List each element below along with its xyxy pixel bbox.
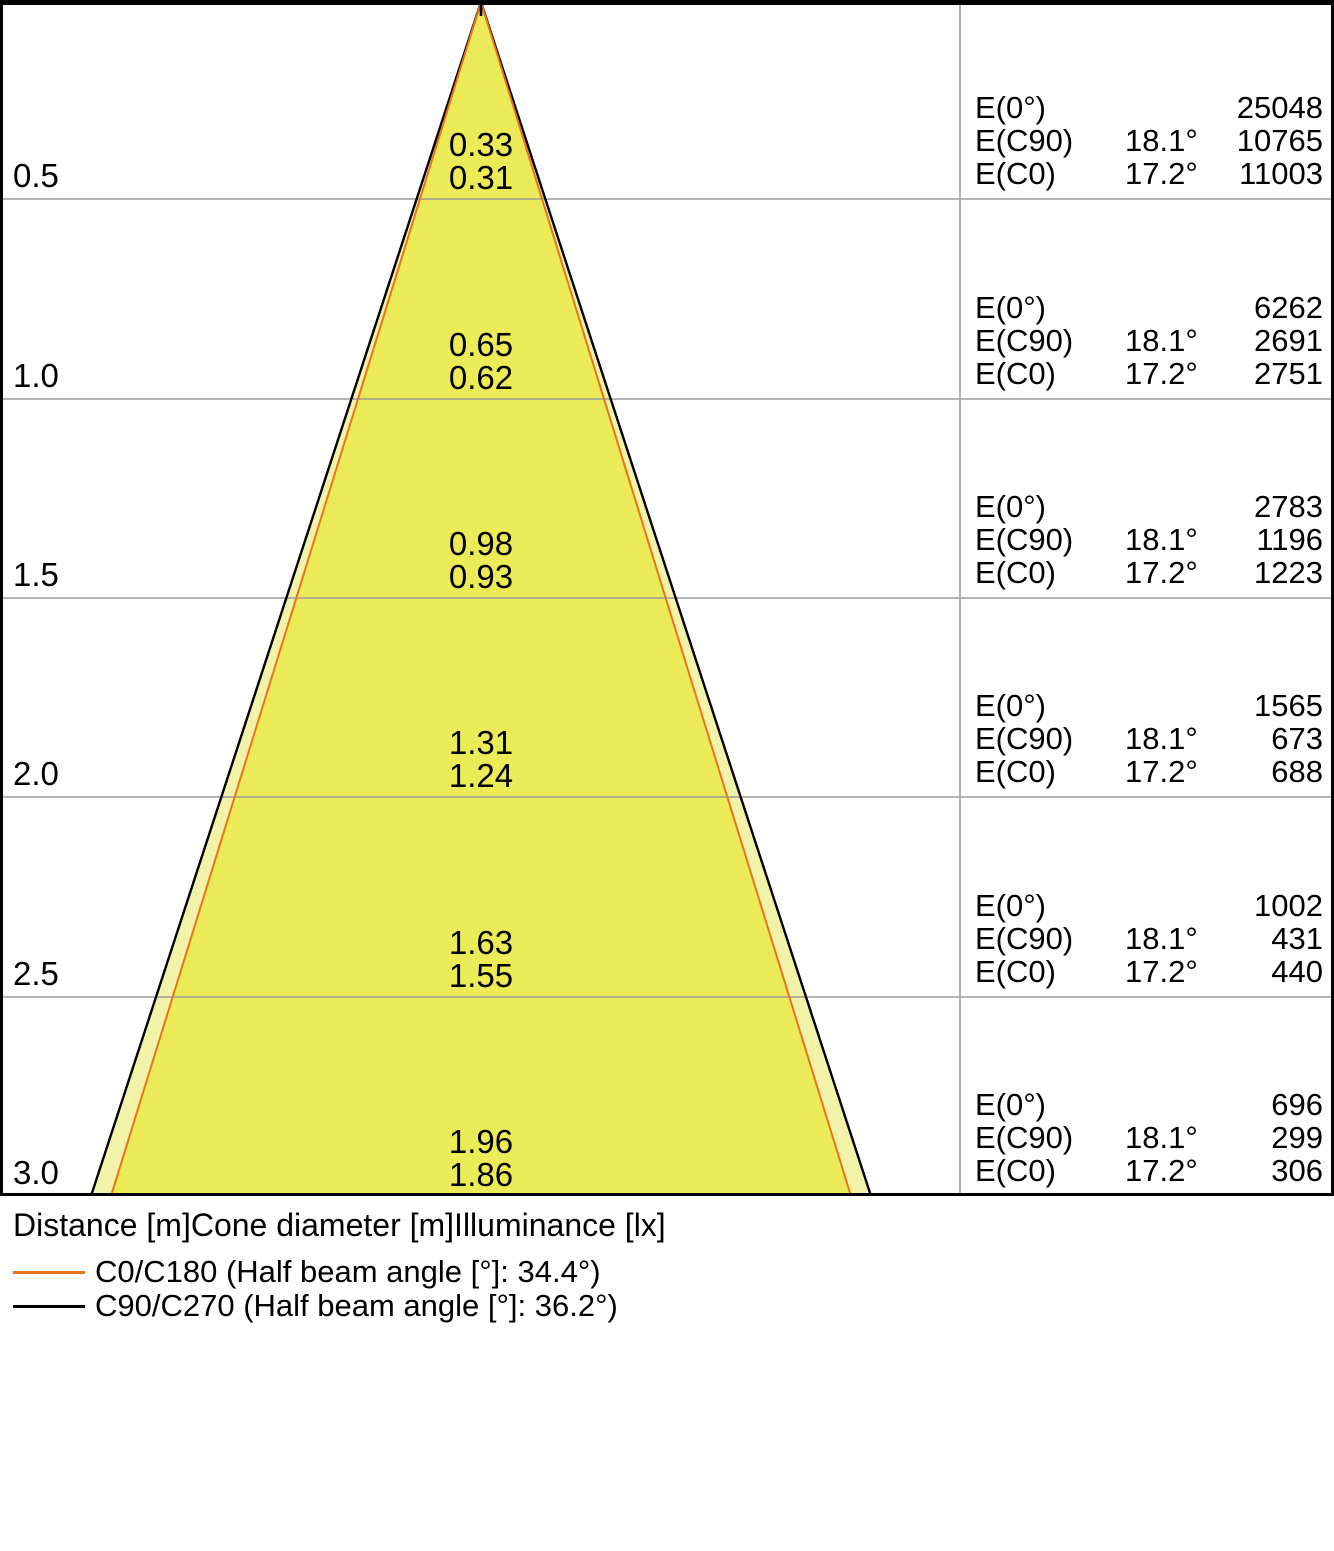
- ec0-angle: 17.2°: [1125, 954, 1198, 989]
- e0-value: 25048: [1236, 90, 1323, 125]
- ec90-angle: 18.1°: [1125, 323, 1198, 358]
- cone-diagram-canvas: [0, 0, 1334, 1196]
- e0-value: 1565: [1254, 688, 1323, 723]
- cone-diameter-label-1-0: 0.65 0.62: [371, 328, 591, 394]
- e0-angle: [1125, 91, 1220, 124]
- axis-caption-illuminance: Illuminance [lx]: [454, 1207, 666, 1243]
- illuminance-block-2-0: E(0°) 1565 E(C90) 18.1° 673 E(C0) 17.2° …: [975, 689, 1323, 788]
- ec90-label: E(C90): [975, 123, 1074, 158]
- diameter-c0-value: 0.93: [448, 558, 514, 595]
- legend-item-c90-c270: C90/C270 (Half beam angle [°]: 36.2°): [13, 1288, 618, 1323]
- distance-label-1-0: 1.0: [13, 357, 59, 394]
- ec90-label: E(C90): [975, 721, 1074, 756]
- e0-angle: [1125, 291, 1220, 324]
- diameter-c0-value: 1.55: [448, 957, 514, 994]
- e0-angle: [1125, 689, 1220, 722]
- axis-caption-distance: Distance [m]: [13, 1207, 191, 1243]
- distance-label-0-5: 0.5: [13, 157, 59, 194]
- ec0-value: 440: [1271, 954, 1323, 989]
- e0-label: E(0°): [975, 290, 1046, 325]
- distance-grid-lines: [2, 198, 1332, 998]
- illuminance-block-2-5: E(0°) 1002 E(C90) 18.1° 431 E(C0) 17.2° …: [975, 889, 1323, 988]
- ec90-value: 299: [1271, 1120, 1323, 1155]
- ec0-value: 2751: [1254, 356, 1323, 391]
- ec0-angle: 17.2°: [1125, 1153, 1198, 1188]
- ec0-label: E(C0): [975, 356, 1056, 391]
- e0-label: E(0°): [975, 90, 1046, 125]
- ec90-value: 10765: [1236, 123, 1323, 158]
- ec90-angle: 18.1°: [1125, 522, 1198, 557]
- c0-cone-fill: [111, 2, 851, 1196]
- diameter-c90-value: 0.98: [448, 525, 514, 562]
- ec90-angle: 18.1°: [1125, 721, 1198, 756]
- e0-label: E(0°): [975, 1087, 1046, 1122]
- diameter-c0-value: 1.24: [448, 757, 514, 794]
- ec0-value: 688: [1271, 754, 1323, 789]
- legend-item-c0-c180: C0/C180 (Half beam angle [°]: 34.4°): [13, 1254, 601, 1289]
- ec90-angle: 18.1°: [1125, 1120, 1198, 1155]
- axis-caption: Distance [m]Cone diameter [m]Illuminance…: [13, 1208, 666, 1242]
- ec90-angle: 18.1°: [1125, 921, 1198, 956]
- diameter-c90-value: 0.65: [448, 326, 514, 363]
- e0-label: E(0°): [975, 489, 1046, 524]
- cone-diameter-label-3-0: 1.96 1.86: [371, 1125, 591, 1191]
- distance-label-1-5: 1.5: [13, 556, 59, 593]
- ec90-value: 2691: [1254, 323, 1323, 358]
- axis-caption-cone: Cone diameter [m]: [190, 1207, 455, 1243]
- ec90-label: E(C90): [975, 1120, 1074, 1155]
- distance-label-2-0: 2.0: [13, 755, 59, 792]
- cone-diameter-label-2-5: 1.63 1.55: [371, 926, 591, 992]
- diameter-c0-value: 0.31: [448, 159, 514, 196]
- diameter-c90-value: 0.33: [448, 126, 514, 163]
- e0-angle: [1125, 889, 1220, 922]
- cone-diameter-label-2-0: 1.31 1.24: [371, 726, 591, 792]
- c0-legend-line-swatch: [13, 1270, 85, 1274]
- e0-value: 2783: [1254, 489, 1323, 524]
- illuminance-block-0-5: E(0°) 25048 E(C90) 18.1° 10765 E(C0) 17.…: [975, 91, 1323, 190]
- diameter-c90-value: 1.31: [448, 724, 514, 761]
- ec90-value: 1196: [1256, 522, 1323, 557]
- e0-label: E(0°): [975, 688, 1046, 723]
- ec90-value: 431: [1271, 921, 1323, 956]
- distance-label-2-5: 2.5: [13, 955, 59, 992]
- ec90-label: E(C90): [975, 522, 1074, 557]
- e0-label: E(0°): [975, 888, 1046, 923]
- legend-label-c90-c270: C90/C270 (Half beam angle [°]: 36.2°): [95, 1288, 618, 1323]
- ec0-label: E(C0): [975, 954, 1056, 989]
- ec0-label: E(C0): [975, 555, 1056, 590]
- legend-label-c0-c180: C0/C180 (Half beam angle [°]: 34.4°): [95, 1254, 601, 1289]
- illuminance-block-3-0: E(0°) 696 E(C90) 18.1° 299 E(C0) 17.2° 3…: [975, 1088, 1323, 1187]
- distance-label-3-0: 3.0: [13, 1154, 59, 1191]
- cone-diameter-label-1-5: 0.98 0.93: [371, 527, 591, 593]
- e0-value: 1002: [1254, 888, 1323, 923]
- e0-value: 6262: [1254, 290, 1323, 325]
- ec90-angle: 18.1°: [1125, 123, 1198, 158]
- diameter-c0-value: 0.62: [448, 359, 514, 396]
- diameter-c90-value: 1.63: [448, 924, 514, 961]
- ec0-label: E(C0): [975, 1153, 1056, 1188]
- ec0-label: E(C0): [975, 754, 1056, 789]
- ec0-angle: 17.2°: [1125, 754, 1198, 789]
- ec0-angle: 17.2°: [1125, 156, 1198, 191]
- c90-legend-line-swatch: [13, 1304, 85, 1308]
- ec0-angle: 17.2°: [1125, 555, 1198, 590]
- illuminance-block-1-5: E(0°) 2783 E(C90) 18.1° 1196 E(C0) 17.2°…: [975, 490, 1323, 589]
- ec0-label: E(C0): [975, 156, 1056, 191]
- ec0-value: 306: [1271, 1153, 1323, 1188]
- illuminance-block-1-0: E(0°) 6262 E(C90) 18.1° 2691 E(C0) 17.2°…: [975, 291, 1323, 390]
- ec0-angle: 17.2°: [1125, 356, 1198, 391]
- ec90-value: 673: [1271, 721, 1323, 756]
- cone-diameter-label-0-5: 0.33 0.31: [371, 128, 591, 194]
- e0-angle: [1125, 1088, 1220, 1121]
- ec90-label: E(C90): [975, 323, 1074, 358]
- e0-angle: [1125, 490, 1220, 523]
- ec90-label: E(C90): [975, 921, 1074, 956]
- e0-value: 696: [1271, 1087, 1323, 1122]
- diameter-c90-value: 1.96: [448, 1123, 514, 1160]
- ec0-value: 11003: [1239, 156, 1323, 191]
- ec0-value: 1223: [1254, 555, 1323, 590]
- diameter-c0-value: 1.86: [448, 1156, 514, 1193]
